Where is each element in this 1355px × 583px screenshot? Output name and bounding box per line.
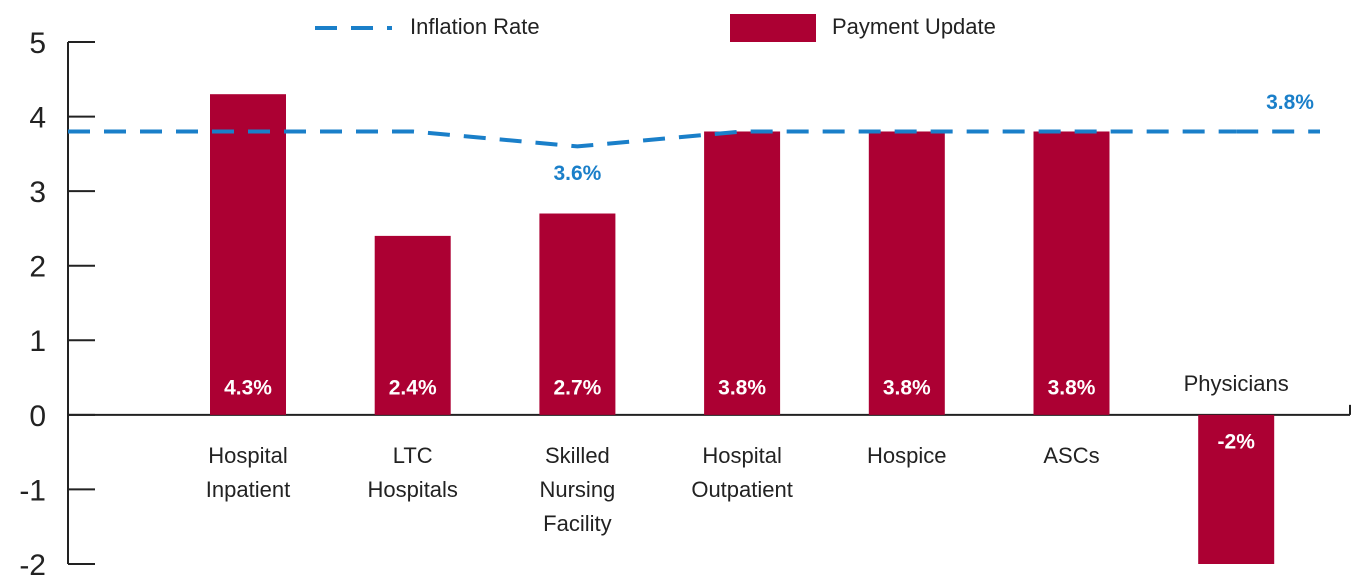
- legend-swatch: [730, 14, 816, 42]
- line-label: 3.6%: [553, 162, 601, 185]
- x-tick-label-line: Hospital: [702, 443, 781, 468]
- x-tick-label-line: Facility: [543, 511, 611, 536]
- line-label: 3.8%: [1266, 91, 1314, 114]
- data-label: 4.3%: [224, 376, 272, 399]
- line: [248, 129, 1237, 149]
- x-tick-label: Hospital Outpatient: [691, 443, 793, 502]
- x-tick-label-line: Hospice: [867, 443, 946, 468]
- bar: [1033, 131, 1110, 415]
- y-tick-label: 1: [29, 325, 46, 358]
- x-tick-label: Skilled Nursing Facility: [539, 443, 615, 536]
- x-tick-label-line: Outpatient: [691, 477, 793, 502]
- y-tick-label: -2: [19, 549, 46, 582]
- bar: [868, 131, 945, 415]
- x-tick-label-line: LTC: [393, 443, 433, 468]
- legend-label: Payment Update: [832, 14, 996, 39]
- data-label: 3.8%: [718, 376, 766, 399]
- legend-label: Inflation Rate: [410, 14, 540, 39]
- y-tick-label: -1: [19, 474, 46, 507]
- y-tick-label: 2: [29, 251, 46, 284]
- x-tick-label-line: Hospital: [208, 443, 287, 468]
- x-tick-label: ASCs: [1043, 443, 1099, 468]
- x-tick-label: Physicians: [1184, 371, 1289, 396]
- x-tick-label-line: Physicians: [1184, 371, 1289, 396]
- data-label: 3.8%: [1048, 376, 1096, 399]
- data-label: 2.4%: [389, 376, 437, 399]
- bar: [704, 131, 781, 415]
- bar: [539, 213, 616, 415]
- data-label: 2.7%: [553, 376, 601, 399]
- x-tick-label: LTC Hospitals: [367, 443, 457, 502]
- x-tick-label-line: Skilled: [545, 443, 610, 468]
- y-tick-label: 4: [29, 101, 46, 134]
- x-tick-label-line: Nursing: [539, 477, 615, 502]
- bar: [374, 235, 451, 415]
- y-tick-label: 0: [29, 400, 46, 433]
- bar: [1198, 414, 1275, 564]
- x-tick-label: Hospital Inpatient: [206, 443, 290, 502]
- y-tick-label: 5: [29, 27, 46, 60]
- data-label: -2%: [1218, 430, 1256, 453]
- x-tick-label-line: Inpatient: [206, 477, 290, 502]
- bar: [210, 94, 286, 415]
- x-tick-label-line: Hospitals: [367, 477, 457, 502]
- y-tick-label: 3: [29, 176, 46, 209]
- x-tick-label: Hospice: [867, 443, 946, 468]
- data-label: 3.8%: [883, 376, 931, 399]
- x-tick-label-line: ASCs: [1043, 443, 1099, 468]
